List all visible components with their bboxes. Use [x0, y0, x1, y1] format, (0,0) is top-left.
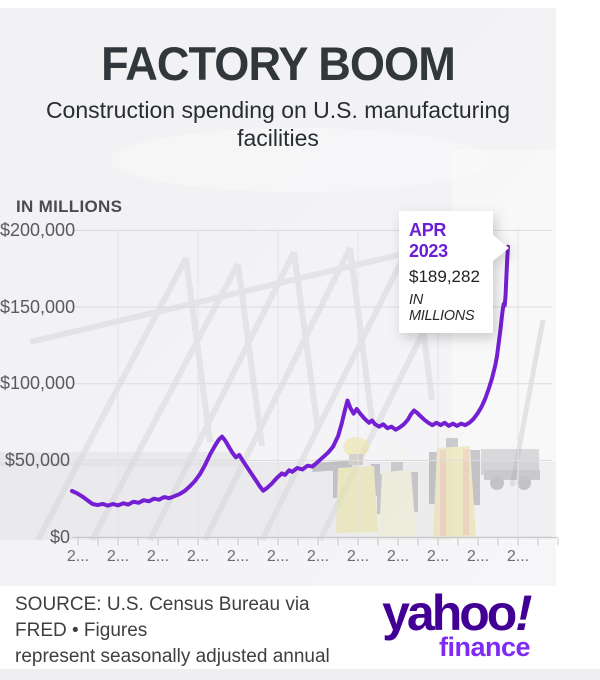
y-axis-unit-label: IN MILLIONS: [16, 197, 123, 216]
truck: [481, 449, 540, 490]
yahoo-exclamation: !: [510, 585, 536, 641]
x-axis-tick-label: 2...: [426, 548, 450, 565]
background-photo: [0, 128, 556, 542]
callout-date: APR 2023: [409, 220, 448, 261]
y-axis-tick-label: $150,000: [0, 296, 76, 317]
x-axis-tick-label: 2...: [106, 548, 130, 565]
construction-workers: [312, 422, 480, 539]
callout-value: $189,282: [409, 267, 480, 286]
y-axis-tick-label: $50,000: [4, 449, 70, 470]
callout-pointer-icon: [493, 235, 509, 261]
spending-line: [70, 244, 510, 508]
x-axis-tick-label: 2...: [306, 548, 330, 565]
chart-subtitle: Construction spending on U.S. manufactur…: [0, 96, 556, 152]
y-axis-tick-label: $0: [49, 526, 70, 547]
footer: SOURCE: U.S. Census Bureau via FRED • Fi…: [0, 585, 600, 680]
worker-striped-vest: [429, 422, 480, 539]
x-axis-tick-label: 2...: [66, 548, 90, 565]
chart-subtitle-line1: Construction spending on U.S. manufactur…: [45, 97, 511, 123]
bright-haze: [110, 128, 490, 192]
crane-boom: [509, 319, 546, 487]
x-axis-ticks: [72, 537, 559, 546]
rubble-strip: [0, 452, 240, 466]
worker-white-hat: [377, 446, 418, 537]
x-axis-tick-label: 2...: [266, 548, 290, 565]
source-line1: SOURCE: U.S. Census Bureau via FRED • Fi…: [15, 594, 310, 641]
x-axis-tick-label: 2...: [146, 548, 170, 565]
worker-pointing: [312, 437, 380, 533]
bottom-edge-strip: [0, 669, 600, 680]
y-axis-tick-label: $200,000: [0, 219, 76, 240]
x-axis-tick-label: 2...: [346, 548, 370, 565]
chart-subtitle-line2: facilities: [237, 125, 319, 151]
chart-title: FACTORY BOOM: [101, 37, 456, 90]
x-axis-tick-label: 2...: [186, 548, 210, 565]
x-axis-tick-label: 2...: [386, 548, 410, 565]
finance-wordmark: finance: [438, 632, 531, 662]
y-axis-tick-label: $100,000: [0, 373, 76, 394]
source-credit: SOURCE: U.S. Census Bureau via FRED • Fi…: [15, 592, 365, 680]
yahoo-finance-logo: yahoo! finance: [366, 585, 536, 662]
callout-unit: IN MILLIONS: [409, 292, 475, 324]
yahoo-wordmark: yahoo!: [382, 585, 536, 641]
x-axis-tick-label: 2...: [506, 548, 530, 565]
x-axis-tick-label: 2...: [226, 548, 250, 565]
x-axis-tick-label: 2...: [466, 548, 490, 565]
data-callout: APR 2023 $189,282 IN MILLIONS: [399, 211, 509, 333]
